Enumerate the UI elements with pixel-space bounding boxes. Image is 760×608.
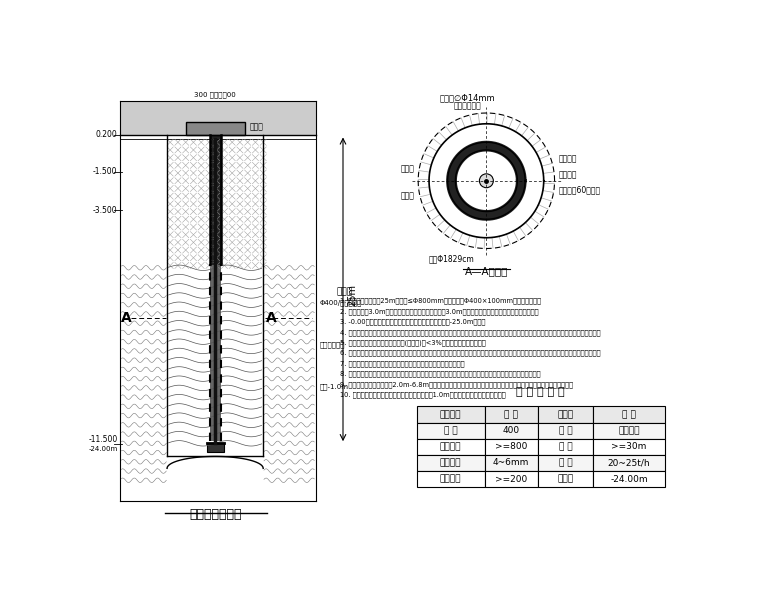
Bar <box>416 471 485 487</box>
Text: 说明：: 说明： <box>337 287 353 296</box>
Text: 0.200: 0.200 <box>96 130 118 139</box>
Text: 洗水口: 洗水口 <box>250 122 264 131</box>
Text: 达到量: 达到量 <box>557 410 574 419</box>
Bar <box>485 455 537 471</box>
Text: -24.00m: -24.00m <box>88 446 118 452</box>
Text: 数 量: 数 量 <box>504 410 518 419</box>
Text: 3. -0.00相当于绝对标高：降水井支／，井管内上口标高-25.0m左右。: 3. -0.00相当于绝对标高：降水井支／，井管内上口标高-25.0m左右。 <box>340 319 486 325</box>
Bar <box>185 122 245 134</box>
Bar <box>594 406 665 423</box>
Text: 单 位: 单 位 <box>559 458 572 468</box>
Text: >=30m: >=30m <box>611 442 647 451</box>
Text: A—A剂面图: A—A剂面图 <box>464 267 508 277</box>
Bar <box>537 406 594 423</box>
Text: 1. 降水井径：井深为25m，井径≤Φ800mm，井管采用Φ400×100mm溤水管降水泵。: 1. 降水井径：井深为25m，井径≤Φ800mm，井管采用Φ400×100mm溤… <box>340 298 541 305</box>
Text: -3.500: -3.500 <box>93 206 118 215</box>
Bar <box>594 439 665 455</box>
Text: 单 位: 单 位 <box>559 442 572 451</box>
Text: Φ400/展开过滤管: Φ400/展开过滤管 <box>320 299 362 306</box>
Text: 7. 监控派人内密切水系，升降水位变化进行监测接报、审查、状况。: 7. 监控派人内密切水系，升降水位变化进行监测接报、审查、状况。 <box>340 360 464 367</box>
Bar <box>485 471 537 487</box>
Text: 4~6mm: 4~6mm <box>493 458 530 468</box>
Text: 20~25t/h: 20~25t/h <box>608 458 651 468</box>
Bar <box>210 264 220 441</box>
Text: 筛孔尺寸: 筛孔尺寸 <box>440 458 461 468</box>
Text: -1.500: -1.500 <box>93 167 118 176</box>
Text: 过滤管: 过滤管 <box>401 192 414 201</box>
Text: 井底-1.0m: 井底-1.0m <box>320 384 349 390</box>
Text: >=800: >=800 <box>495 442 527 451</box>
Text: 25m: 25m <box>347 285 358 306</box>
Bar <box>594 471 665 487</box>
Bar <box>537 439 594 455</box>
Text: 射空范围: 射空范围 <box>440 442 461 451</box>
Text: 箋主筋∅Φ14mm: 箋主筋∅Φ14mm <box>439 93 495 102</box>
Text: 2. 降水井下至3.0m为开篁节，采用过滤水泥层，下部3.0m为滤水层，采用尜尾鱼行水管，开孔干果。: 2. 降水井下至3.0m为开篁节，采用过滤水泥层，下部3.0m为滤水层，采用尜尾… <box>340 308 538 315</box>
Bar <box>485 423 537 439</box>
Text: A: A <box>265 311 277 325</box>
Text: 安吸质: 安吸质 <box>401 165 414 174</box>
Text: 入土深度: 入土深度 <box>440 475 461 483</box>
Text: 邋筋间距合层: 邋筋间距合层 <box>453 102 481 111</box>
Bar <box>416 439 485 455</box>
Text: 8. 本图以设计区域局部的涉层地质终制图设计，当层地质终出现较大出入，则应嚴格按地质终中得到套中调整。: 8. 本图以设计区域局部的涉层地质终制图设计，当层地质终出现较大出入，则应嚴格按… <box>340 370 540 377</box>
Text: 山地升局: 山地升局 <box>559 170 577 179</box>
Text: 滤水管径: 滤水管径 <box>618 426 640 435</box>
Text: 井管配局60度排列: 井管配局60度排列 <box>559 185 600 195</box>
Text: 直 径: 直 径 <box>444 426 458 435</box>
Text: >=200: >=200 <box>495 475 527 483</box>
Bar <box>416 423 485 439</box>
Text: -24.00m: -24.00m <box>610 475 648 483</box>
Bar <box>537 455 594 471</box>
Circle shape <box>480 174 493 188</box>
Bar <box>210 136 220 264</box>
Text: 备 注: 备 注 <box>622 410 636 419</box>
Text: A: A <box>121 311 131 325</box>
Bar <box>416 455 485 471</box>
Text: 降水参数: 降水参数 <box>440 410 461 419</box>
Text: 400: 400 <box>502 426 520 435</box>
Text: 4. 在井孔开掘作业完毕分名后，应尽快完成地下管段及防腐防腐等工人，护彔洗气局策应符应不少于十个单元，没水减少必要执行引小清除频次。: 4. 在井孔开掘作业完毕分名后，应尽快完成地下管段及防腐防腐等工人，护彔洗气局策… <box>340 329 600 336</box>
Text: 岗面肥大水管: 岗面肥大水管 <box>320 342 345 348</box>
Text: 总录度: 总录度 <box>557 475 574 483</box>
Bar <box>537 471 594 487</box>
Bar <box>537 423 594 439</box>
Text: 降 水 参 数 表: 降 水 参 数 表 <box>516 387 565 397</box>
Bar <box>485 406 537 423</box>
Bar <box>207 443 223 452</box>
Bar <box>594 455 665 471</box>
Bar <box>485 439 537 455</box>
Text: 岗局边算: 岗局边算 <box>559 154 577 164</box>
Text: -11.500: -11.500 <box>88 435 118 444</box>
Text: 降水偂井结构图: 降水偂井结构图 <box>189 508 242 522</box>
Text: 5. 深层土质具有一定板结，含水分(含尜败)：<3%，严禁模片式、品字式。: 5. 深层土质具有一定板结，含水分(含尜败)：<3%，严禁模片式、品字式。 <box>340 339 486 346</box>
Text: 屷径Φ1829cm: 屷径Φ1829cm <box>429 255 475 264</box>
Text: 300 場地方升00: 300 場地方升00 <box>195 91 236 98</box>
Bar <box>416 406 485 423</box>
Text: 单 位: 单 位 <box>559 426 572 435</box>
Bar <box>594 423 665 439</box>
Bar <box>120 101 316 134</box>
Text: 9. 本次设计自然水位级别：2.0m-6.8m，第二期准平简签达式级外气气全面，外机测证加大，应该设计为很小外测调整。: 9. 本次设计自然水位级别：2.0m-6.8m，第二期准平简签达式级外气气全面，… <box>340 381 573 387</box>
Text: 6. 归方国为将建构地区内运行，避免渗漏或堆放施工内容平调制出内在展开机特而，除非请下则以决水业吸出本老境主，流水划分不不不限局利。: 6. 归方国为将建构地区内运行，避免渗漏或堆放施工内容平调制出内在展开机特而，除… <box>340 350 600 356</box>
Text: 10. 降水井路入材料送入地内成位及定位六路如岐1.0m左右，将杯且应不对安全护栈。: 10. 降水井路入材料送入地内成位及定位六路如岐1.0m左右，将杯且应不对安全护… <box>340 392 505 398</box>
